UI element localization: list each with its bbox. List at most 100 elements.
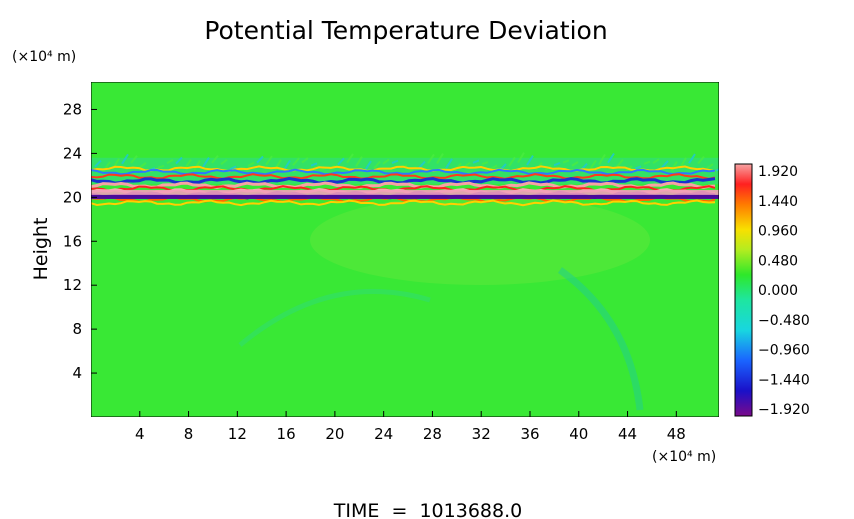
- ripple-stroke: [607, 152, 615, 164]
- ripple-stroke: [643, 160, 651, 165]
- ripple-stroke: [706, 163, 714, 170]
- ripple-stroke: [229, 165, 237, 170]
- ripple-stroke: [697, 155, 705, 165]
- x-tick-label: 48: [667, 425, 686, 443]
- y-tick-label: 16: [63, 232, 82, 250]
- heatmap-plot: [91, 82, 719, 417]
- y-tick-label: 8: [72, 320, 82, 338]
- heatmap-light-region: [310, 195, 650, 285]
- colorbar-label: 0.000: [758, 283, 798, 299]
- colorbar-gradient: [734, 163, 753, 417]
- colorbar-label: −0.960: [758, 343, 810, 359]
- colorbar: 1.920 1.440 0.960 0.480 0.000 −0.480 −0.960 −1.…: [734, 163, 810, 418]
- time-readout: TIME = 1013688.0: [333, 500, 522, 519]
- ripple-stroke: [202, 157, 210, 168]
- ripple-stroke: [337, 157, 345, 166]
- y-tick-label: 12: [63, 276, 82, 294]
- ripple-stroke: [436, 153, 444, 165]
- band-strand: [91, 173, 716, 180]
- ripple-stroke: [634, 165, 642, 170]
- ripple-stroke: [472, 159, 480, 164]
- y-tick-label: 28: [63, 100, 82, 118]
- colorbar-label: 1.920: [758, 164, 798, 180]
- y-axis-ticks: 4 8 12 16 20 24 28: [63, 100, 97, 382]
- ripple-stroke: [121, 153, 129, 165]
- ripple-stroke: [265, 155, 273, 166]
- colorbar-label: 1.440: [758, 194, 798, 210]
- y-tick-label: 24: [63, 144, 82, 162]
- band-strand: [91, 181, 716, 190]
- ripple-stroke: [184, 159, 192, 169]
- ripple-stroke: [130, 155, 138, 164]
- ripple-stroke: [526, 155, 534, 166]
- x-tick-label: 16: [277, 425, 296, 443]
- band-strand: [91, 196, 716, 203]
- ripple-stroke: [616, 158, 624, 168]
- ripple-stroke: [310, 162, 318, 167]
- colorbar-label: −0.480: [758, 313, 810, 329]
- x-tick-label: 36: [520, 425, 539, 443]
- ripple-stroke: [445, 158, 453, 169]
- x-tick-label: 4: [135, 425, 145, 443]
- band-strand: [91, 165, 716, 173]
- band-core-dark: [91, 194, 719, 199]
- ripple-stroke: [157, 164, 165, 169]
- ripple-stroke: [589, 159, 597, 170]
- ripple-stroke: [562, 159, 570, 164]
- heatmap-faint-arc-left: [238, 288, 431, 347]
- x-axis-ticks: 4 8 12 16 20 24 28 32 36 40 44 48: [135, 411, 686, 443]
- ripple-stroke: [292, 157, 300, 166]
- ripple-stroke: [382, 158, 390, 165]
- ripple-stroke: [364, 160, 372, 171]
- heatmap-deviation-band: [91, 165, 719, 207]
- ripple-stroke: [571, 161, 579, 167]
- ripple-stroke: [220, 158, 228, 165]
- x-tick-label: 32: [472, 425, 491, 443]
- y-tick-label: 4: [72, 364, 82, 382]
- heatmap-faint-arc-right: [557, 267, 644, 411]
- x-tick-label: 44: [618, 425, 637, 443]
- ripple-stroke: [193, 160, 201, 172]
- x-tick-label: 28: [423, 425, 442, 443]
- y-tick-label: 20: [63, 188, 82, 206]
- band-core: [91, 189, 719, 195]
- x-tick-label: 8: [184, 425, 194, 443]
- x-tick-label: 40: [569, 425, 588, 443]
- ripple-stroke: [175, 156, 183, 165]
- ripple-stroke: [211, 154, 219, 164]
- ripple-stroke: [256, 155, 264, 164]
- band-strand: [91, 185, 716, 192]
- colorbar-label: 0.960: [758, 224, 798, 240]
- x-tick-label: 20: [325, 425, 344, 443]
- ripple-stroke: [346, 153, 354, 164]
- ripple-stroke: [652, 158, 660, 164]
- ripple-stroke: [427, 153, 435, 164]
- ripple-stroke: [283, 159, 291, 171]
- ripple-stroke: [481, 161, 489, 166]
- ripple-stroke: [598, 154, 606, 166]
- ripple-stroke: [139, 162, 147, 169]
- ripple-stroke: [391, 159, 399, 164]
- x-tick-label: 24: [374, 425, 393, 443]
- colorbar-label: −1.440: [758, 372, 810, 388]
- ripple-stroke: [373, 160, 381, 170]
- ripple-stroke: [355, 156, 363, 168]
- colorbar-label: 0.480: [758, 253, 798, 269]
- y-axis-unit: (×10⁴ m): [12, 49, 76, 65]
- ripple-stroke: [418, 160, 426, 169]
- band-strand: [91, 199, 716, 207]
- ripple-stroke: [508, 156, 516, 167]
- ripple-stroke: [490, 164, 498, 170]
- ripple-stroke: [661, 160, 669, 169]
- ripple-stroke: [94, 159, 102, 168]
- ripple-stroke: [553, 161, 561, 167]
- ripple-stroke: [517, 152, 525, 164]
- colorbar-label: −1.920: [758, 402, 810, 418]
- ripple-stroke: [301, 157, 309, 164]
- ripple-stroke: [166, 158, 174, 165]
- chart-title: Potential Temperature Deviation: [204, 16, 607, 45]
- ripple-stroke: [247, 161, 255, 168]
- colorbar-labels: 1.920 1.440 0.960 0.480 0.000 −0.480 −0.960 −1.…: [758, 164, 810, 418]
- band-strand: [91, 168, 716, 176]
- ripple-stroke: [715, 168, 719, 172]
